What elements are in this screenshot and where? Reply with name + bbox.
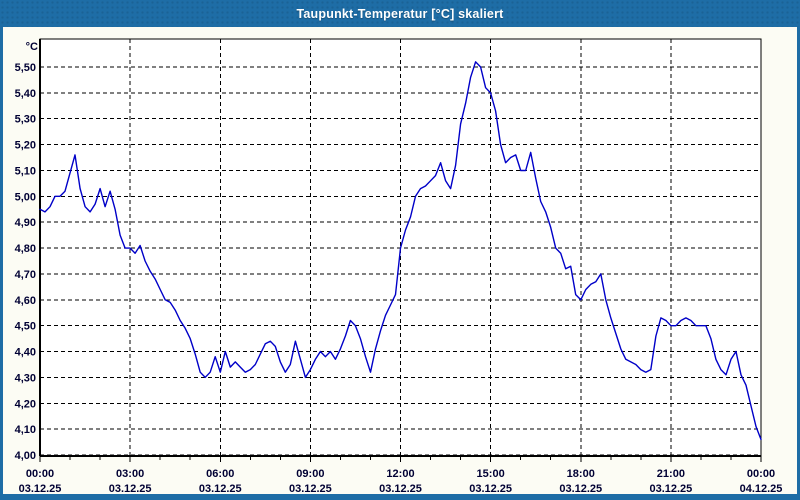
x-tick-time-label: 21:00 <box>657 468 685 480</box>
y-tick-label: 5,20 <box>15 140 36 152</box>
x-tick-time-label: 03:00 <box>116 468 144 480</box>
x-tick-date-label: 03.12.25 <box>649 483 692 495</box>
y-tick-label: 4,90 <box>15 217 36 229</box>
y-tick-label: 4,00 <box>15 450 36 462</box>
x-tick-date-label: 03.12.25 <box>559 483 602 495</box>
y-tick-label: 5,50 <box>15 62 36 74</box>
x-tick-time-label: 12:00 <box>386 468 414 480</box>
x-tick-date-label: 03.12.25 <box>469 483 512 495</box>
y-tick-label: 4,50 <box>15 321 36 333</box>
y-tick-label: 5,10 <box>15 165 36 177</box>
series-line <box>39 61 762 441</box>
x-tick-date-label: 04.12.25 <box>740 483 783 495</box>
x-tick-time-label: 00:00 <box>26 468 54 480</box>
x-tick-date-label: 03.12.25 <box>379 483 422 495</box>
x-tick-time-label: 09:00 <box>296 468 324 480</box>
x-tick-date-label: 03.12.25 <box>109 483 152 495</box>
y-tick-label: 4,20 <box>15 398 36 410</box>
x-tick-time-label: 00:00 <box>747 468 775 480</box>
x-tick-time-label: 18:00 <box>567 468 595 480</box>
y-tick-label: 4,30 <box>15 372 36 384</box>
window-titlebar: Taupunkt-Temperatur [°C] skaliert <box>0 0 800 27</box>
y-tick-label: 4,60 <box>15 295 36 307</box>
y-tick-label: 4,10 <box>15 424 36 436</box>
y-tick-label: 4,40 <box>15 347 36 359</box>
x-tick-time-label: 06:00 <box>206 468 234 480</box>
y-tick-label: 4,80 <box>15 243 36 255</box>
y-axis-unit-label: °C <box>26 41 38 53</box>
x-tick-date-label: 03.12.25 <box>19 483 62 495</box>
x-tick-date-label: 03.12.25 <box>199 483 242 495</box>
window-title: Taupunkt-Temperatur [°C] skaliert <box>296 6 504 21</box>
y-tick-label: 4,70 <box>15 269 36 281</box>
x-tick-time-label: 15:00 <box>477 468 505 480</box>
y-tick-label: 5,40 <box>15 88 36 100</box>
x-tick-date-label: 03.12.25 <box>289 483 332 495</box>
y-tick-label: 5,00 <box>15 191 36 203</box>
y-tick-label: 5,30 <box>15 114 36 126</box>
